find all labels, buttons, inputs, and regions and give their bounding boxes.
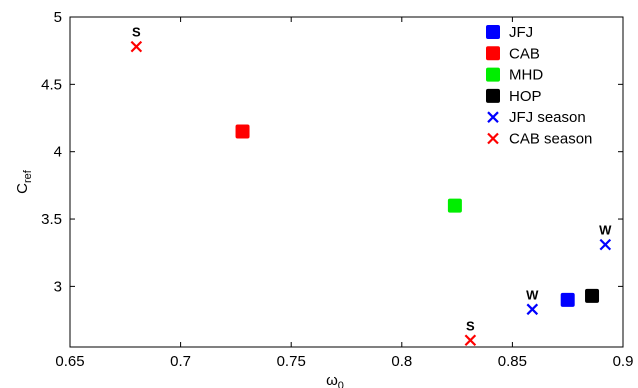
x-tick-label: 0.65	[55, 353, 84, 370]
data-point	[447, 198, 462, 213]
y-tick-label: 3	[54, 278, 62, 295]
season-label: W	[599, 223, 612, 238]
legend-label: CAB season	[509, 131, 592, 148]
data-point	[464, 334, 477, 347]
data-point	[235, 124, 250, 139]
x-tick-label: 0.85	[498, 353, 527, 370]
season-label: S	[466, 318, 475, 333]
legend-label: HOP	[509, 88, 542, 105]
legend-marker	[486, 88, 500, 103]
legend: JFJ CAB MHD HOP JFJ season CAB season	[486, 24, 592, 148]
legend-label: MHD	[509, 67, 543, 84]
legend-marker	[487, 111, 499, 123]
legend-label: JFJ	[509, 24, 533, 41]
x-tick-label: 0.9	[613, 353, 634, 370]
x-axis-label-main: ω	[326, 372, 338, 388]
plot-area	[69, 16, 624, 348]
legend-marker	[486, 25, 500, 39]
legend-marker	[486, 46, 500, 61]
data-point	[599, 238, 612, 251]
x-axis-label: ω0	[326, 372, 344, 388]
x-axis-ticks: 0.65 0.7 0.75 0.8 0.85 0.9	[55, 17, 633, 370]
x-tick-label: 0.8	[391, 353, 412, 370]
data-point	[560, 292, 575, 307]
y-tick-label: 3.5	[41, 211, 62, 228]
season-label: W	[526, 287, 539, 302]
x-tick-label: 0.75	[277, 353, 306, 370]
legend-label: JFJ season	[509, 109, 586, 126]
x-tick-label: 0.7	[170, 353, 191, 370]
y-axis-ticks: 3 3.5 4 4.5 5	[41, 9, 623, 295]
data-point	[585, 288, 600, 303]
data-point	[130, 40, 143, 53]
y-tick-label: 5	[54, 9, 62, 26]
y-axis-label-main: C	[14, 183, 31, 194]
season-annotations: W W S S	[132, 25, 612, 334]
y-axis-label-subscript: ref	[22, 169, 34, 183]
y-tick-label: 4	[54, 144, 62, 161]
y-axis-label: Cref	[14, 169, 34, 194]
x-axis-label-subscript: 0	[338, 380, 344, 388]
legend-marker	[487, 132, 499, 145]
season-label: S	[132, 25, 141, 40]
y-tick-label: 4.5	[41, 76, 62, 93]
legend-label: CAB	[509, 45, 540, 62]
legend-marker	[486, 67, 500, 82]
data-point	[526, 303, 539, 316]
data-marks	[130, 40, 612, 347]
